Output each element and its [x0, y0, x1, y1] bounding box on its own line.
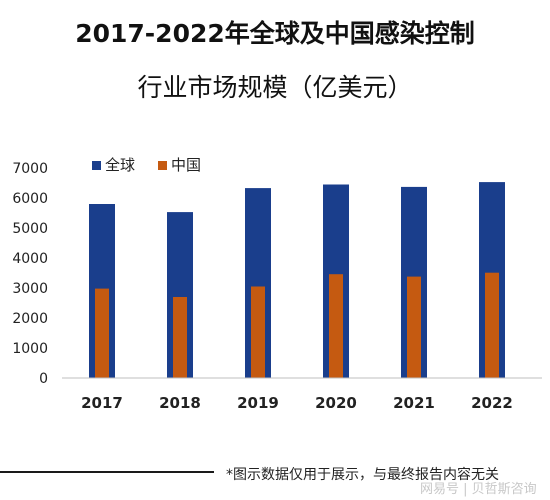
y-tick-label: 3000: [12, 281, 48, 297]
legend-label: 中国: [171, 156, 201, 174]
bar-china-2017: [95, 288, 109, 378]
x-tick-label: 2018: [159, 394, 201, 412]
y-tick-label: 5000: [12, 221, 48, 237]
source-watermark: 网易号 | 贝哲斯咨询: [420, 482, 537, 497]
chart-title-line-2: 行业市场规模（亿美元）: [137, 73, 413, 102]
y-tick-label: 2000: [12, 311, 48, 327]
y-tick-label: 6000: [12, 191, 48, 207]
legend-label: 全球: [105, 156, 135, 174]
y-tick-label: 0: [39, 371, 48, 387]
y-tick-label: 7000: [12, 161, 48, 177]
legend-swatch-china: [158, 161, 167, 170]
bar-china-2018: [173, 297, 187, 378]
bar-china-2022: [485, 272, 499, 378]
x-tick-label: 2021: [393, 394, 435, 412]
chart-title-line-1: 2017-2022年全球及中国感染控制: [75, 19, 475, 48]
x-tick-label: 2019: [237, 394, 279, 412]
bar-china-2021: [407, 276, 421, 378]
x-tick-label: 2017: [81, 394, 123, 412]
bar-china-2020: [329, 274, 343, 378]
x-tick-label: 2022: [471, 394, 513, 412]
bar-china-2019: [251, 286, 265, 378]
legend-swatch-global: [92, 161, 101, 170]
footnote: *图示数据仅用于展示，与最终报告内容无关: [226, 467, 499, 483]
footer-divider: [0, 471, 214, 473]
x-tick-label: 2020: [315, 394, 357, 412]
y-tick-label: 1000: [12, 341, 48, 357]
y-tick-label: 4000: [12, 251, 48, 267]
